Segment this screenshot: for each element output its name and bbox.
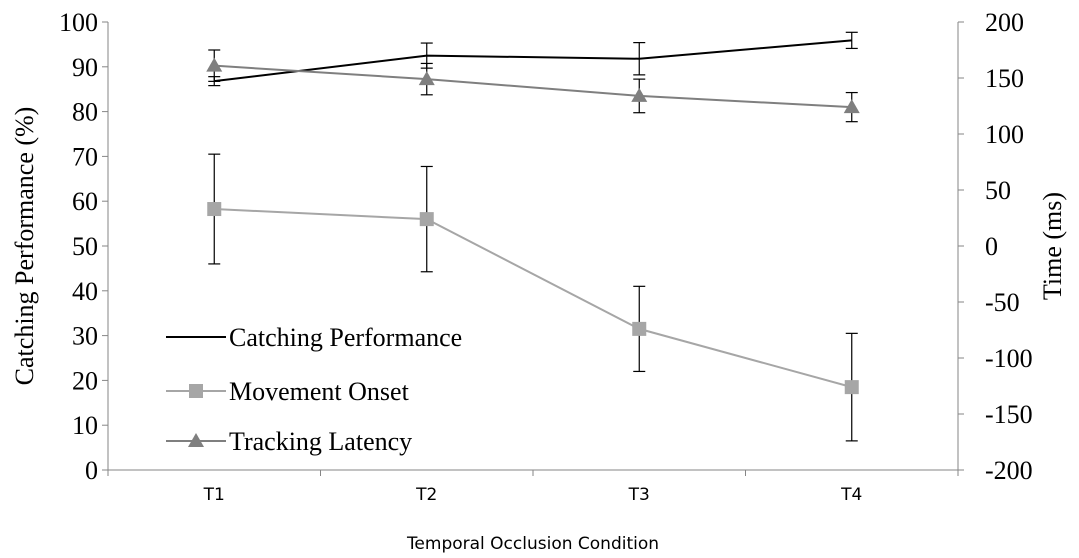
data-point-triangle [418,71,435,86]
series-layer [206,31,860,442]
y-left-tick-label: 100 [59,8,98,37]
y-right-tick-label: -200 [985,456,1033,485]
y-left-tick-label: 90 [72,53,98,82]
y-left-tick-label: 20 [72,366,98,395]
series-line [214,208,853,389]
series-tracking-latency [206,49,860,123]
y-right-tick-label: 200 [985,8,1024,37]
legend-marker-triangle [188,433,204,447]
legend-marker-square [189,384,203,398]
x-axis-title: Temporal Occlusion Condition [406,534,659,554]
series-catching-performance [208,31,858,87]
y-right-tick-label: -50 [985,288,1020,317]
series-line [214,64,852,109]
x-tick-label: T4 [840,485,862,505]
legend-label: Catching Performance [229,323,462,352]
y-right-tick-label: -150 [985,400,1033,429]
y-axis-left-title: Catching Performance (%) [10,107,39,386]
x-tick-label: T3 [628,485,650,505]
legend-label: Movement Onset [229,377,410,406]
y-right-tick-label: -100 [985,344,1033,373]
x-tick-label: T1 [203,485,225,505]
y-left-tick-label: 30 [72,322,98,351]
y-right-tick-label: 100 [985,120,1024,149]
y-left-tick-label: 70 [72,142,98,171]
y-left-tick-label: 60 [72,187,98,216]
y-left-tick-label: 10 [72,411,98,440]
legend-label: Tracking Latency [229,427,412,456]
y-right-tick-label: 150 [985,64,1024,93]
data-point-triangle [631,87,648,102]
data-point-square [207,202,222,217]
series-line [214,39,852,83]
y-right-tick-label: 0 [985,232,998,261]
legend-item-movement-onset: Movement Onset [166,377,410,406]
y-right-tick-label: 50 [985,176,1011,205]
legend-item-catching-performance: Catching Performance [166,323,462,352]
y-left-tick-label: 0 [85,456,98,485]
data-point-square [844,380,859,395]
y-left-tick-label: 80 [72,98,98,127]
y-left-tick-label: 50 [72,232,98,261]
data-point-triangle [206,57,223,72]
x-tick-label: T2 [415,485,437,505]
data-point-square [632,321,647,336]
legend: Catching Performance Movement Onset Tracki… [166,323,462,456]
axes: 0 10 20 30 40 50 60 70 80 90 100 -200 -150 -100 -50 0 50… [59,8,1033,505]
y-left-tick-label: 40 [72,277,98,306]
data-point-triangle [843,99,860,114]
series-movement-onset [207,153,859,442]
legend-item-tracking-latency: Tracking Latency [166,427,412,456]
data-point-square [419,212,434,227]
y-axis-right-title: Time (ms) [1038,192,1067,300]
